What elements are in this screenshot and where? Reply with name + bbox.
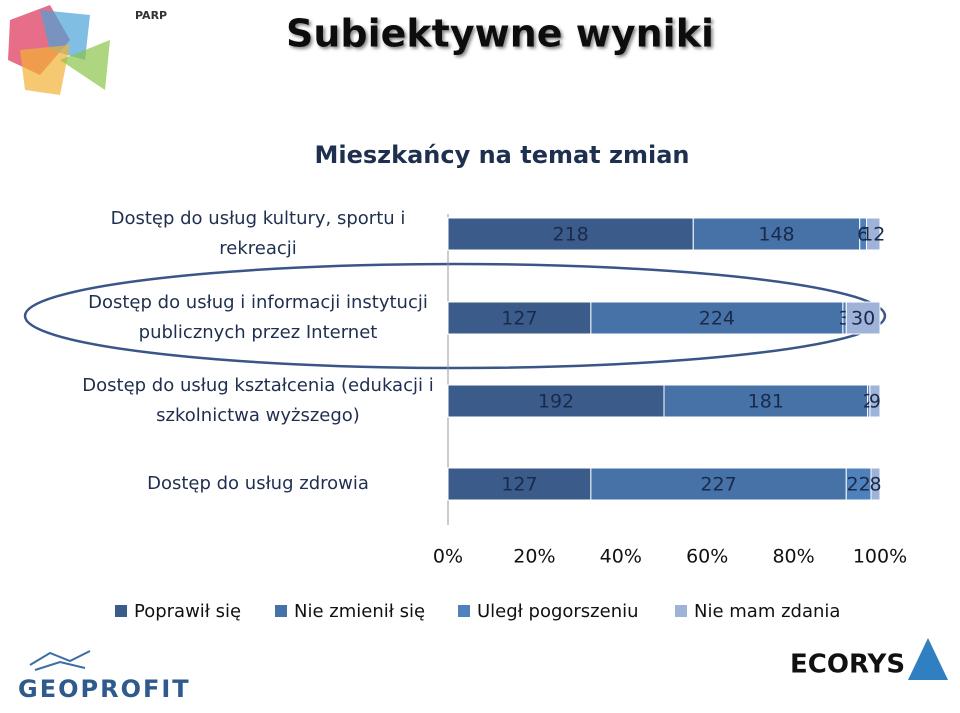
x-tick-label: 60% (686, 546, 728, 568)
x-tick-label: 0% (433, 546, 463, 568)
x-tick-label: 80% (772, 546, 814, 568)
value-label: 224 (699, 308, 735, 330)
legend-label: Poprawił się (134, 601, 241, 622)
logo-text: GEOPROFIT (18, 675, 191, 703)
chart-title: Mieszkańcy na temat zmian (314, 141, 689, 169)
legend-label: Uległ pogorszeniu (477, 601, 639, 622)
legend-swatch (458, 605, 470, 617)
legend-label: Nie mam zdania (694, 601, 840, 622)
bar-segment (869, 384, 881, 418)
category-label: publicznych przez Internet (139, 322, 378, 343)
highlight-ellipse (23, 262, 887, 370)
category-label: Dostęp do usług zdrowia (147, 473, 369, 494)
legend-swatch (115, 605, 127, 617)
value-label: 192 (538, 391, 574, 413)
value-label: 218 (552, 224, 588, 246)
bar-segment (692, 217, 861, 251)
category-label: rekreacji (219, 238, 297, 259)
value-label: 127 (501, 474, 537, 496)
bar-segment (590, 467, 847, 501)
legend-swatch (275, 605, 287, 617)
x-tick-label: 20% (513, 546, 555, 568)
logo-triangle (908, 638, 948, 680)
category-label: Dostęp do usług kultury, sportu i (111, 208, 406, 229)
value-label: 8 (869, 474, 881, 496)
slide-title: Subiektywne wyniki (286, 12, 714, 56)
bar-segment (590, 301, 844, 335)
logo-geoprofit (29, 650, 91, 671)
bar-segment (447, 384, 665, 418)
value-label: 9 (869, 391, 881, 413)
category-label: Dostęp do usług kształcenia (edukacji i (82, 375, 433, 396)
bar-segment (845, 301, 881, 335)
value-label: 181 (748, 391, 784, 413)
bar-segment (870, 467, 881, 501)
logo-text: ECORYS (790, 650, 905, 680)
bar-segment (866, 217, 881, 251)
logo-top-left (8, 5, 110, 95)
category-label: szkolnictwa wyższego) (156, 405, 360, 426)
legend-label: Nie zmienił się (294, 601, 425, 622)
x-tick-label: 40% (600, 546, 642, 568)
legend-swatch (675, 605, 687, 617)
logo-text: PARP (135, 9, 167, 22)
value-label: 12 (861, 224, 885, 246)
bar-segment (447, 467, 592, 501)
value-label: 30 (851, 308, 875, 330)
category-label: Dostęp do usług i informacji instytucji (88, 292, 428, 313)
value-label: 127 (501, 308, 537, 330)
value-label: 22 (847, 474, 871, 496)
value-label: 148 (758, 224, 794, 246)
x-tick-label: 100% (853, 546, 907, 568)
bar-segment (447, 301, 592, 335)
value-label: 227 (700, 474, 736, 496)
